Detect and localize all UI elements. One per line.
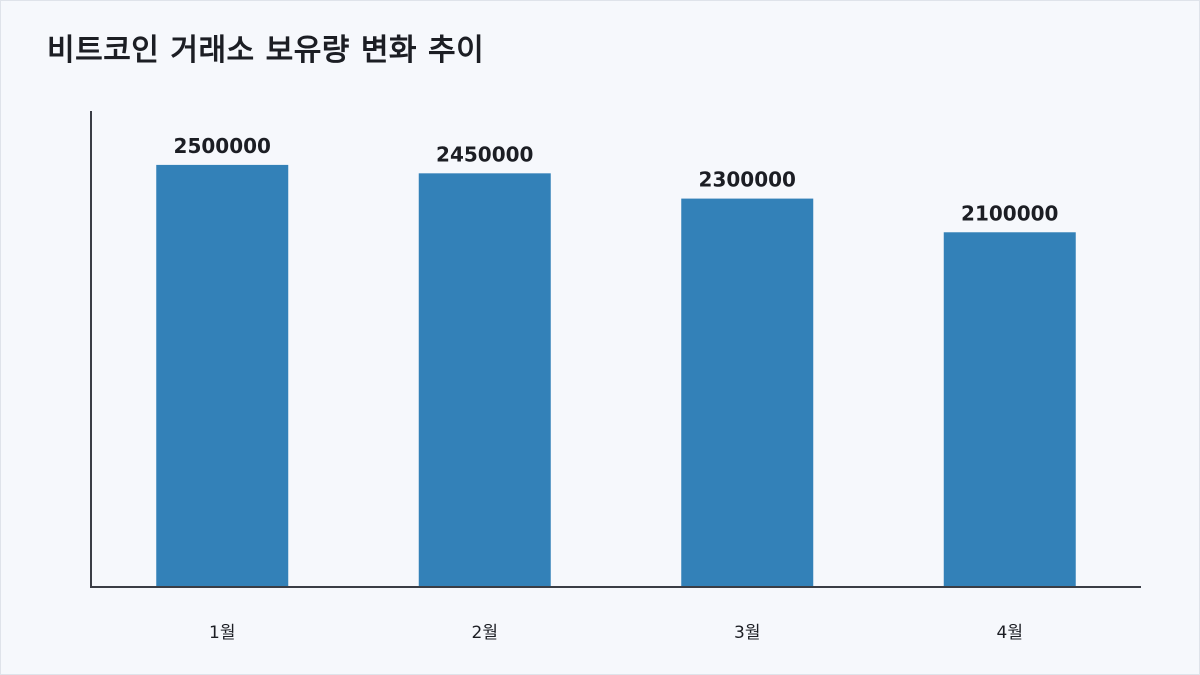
- value-label-3: 2300000: [699, 168, 796, 192]
- chart-title: 비트코인 거래소 보유량 변화 추이: [47, 33, 485, 68]
- bar-1: [156, 164, 289, 587]
- x-tick-label-1: 1월: [209, 623, 235, 643]
- labels-layer: 2500000 1월 2450000 2월 2300000 3월 2100000 4월: [174, 134, 1059, 643]
- bar-2: [418, 173, 551, 586]
- value-label-1: 2500000: [174, 134, 271, 158]
- value-label-2: 2450000: [436, 142, 533, 166]
- x-tick-label-2: 2월: [472, 623, 498, 643]
- bar-4: [943, 232, 1076, 586]
- bar-3: [681, 198, 814, 586]
- bars-layer: [156, 164, 1076, 587]
- x-tick-label-3: 3월: [734, 623, 760, 643]
- value-label-4: 2100000: [961, 201, 1058, 225]
- x-tick-label-4: 4월: [997, 623, 1023, 643]
